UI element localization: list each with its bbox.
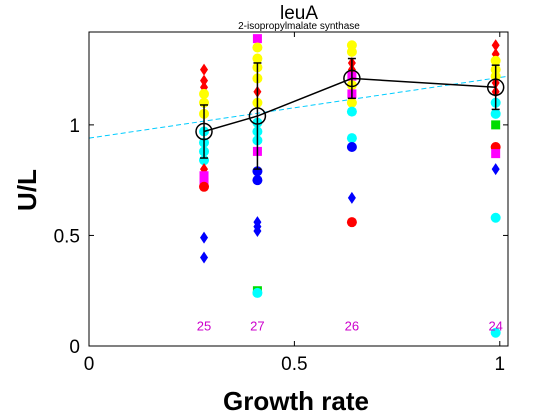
data-point (490, 55, 501, 66)
data-point (200, 251, 209, 264)
sample-count-label: 27 (250, 319, 264, 334)
mean-marker (343, 69, 361, 88)
data-point (490, 212, 501, 223)
data-point (491, 120, 501, 130)
data-point (200, 63, 209, 76)
data-point (252, 175, 263, 186)
y-tick-label: 0.5 (54, 226, 80, 247)
sample-count-label: 25 (197, 319, 211, 334)
data-point (252, 53, 263, 64)
chart-title: leuA (280, 3, 318, 24)
y-axis-label: U/L (12, 169, 42, 211)
x-tick-label: 0 (84, 354, 95, 375)
data-point (346, 97, 357, 108)
data-point (346, 106, 357, 117)
y-tick-label: 0 (69, 337, 80, 358)
mean-marker (195, 122, 213, 141)
data-point (347, 191, 356, 204)
data-point (252, 42, 263, 53)
x-tick-label: 0.5 (281, 354, 307, 375)
data-point (346, 141, 357, 152)
data-point (491, 39, 500, 52)
data-point (252, 287, 263, 298)
data-point (490, 108, 501, 119)
data-point (199, 171, 209, 181)
x-axis-label: Growth rate (223, 386, 369, 416)
trend-line (88, 75, 509, 139)
data-point (491, 163, 500, 176)
x-tick-label: 1 (494, 354, 505, 375)
chart-subtitle: 2-isopropylmalate synthase (238, 21, 360, 32)
data-point (490, 327, 501, 338)
sample-count-label: 26 (345, 319, 359, 334)
data-point (491, 149, 501, 159)
mean-marker (486, 78, 505, 97)
data-point (346, 46, 357, 57)
sample-count-label: 24 (488, 319, 502, 334)
data-point (199, 181, 210, 192)
data-point (200, 231, 209, 244)
plot-area-frame (88, 31, 509, 347)
mean-line (203, 77, 496, 133)
data-point (199, 88, 210, 99)
data-point (346, 133, 357, 144)
data-point (346, 217, 357, 228)
data-point (200, 74, 209, 87)
data-point (252, 34, 262, 44)
data-point (253, 225, 262, 238)
mean-marker (248, 107, 267, 125)
y-tick-label: 1 (69, 116, 80, 137)
